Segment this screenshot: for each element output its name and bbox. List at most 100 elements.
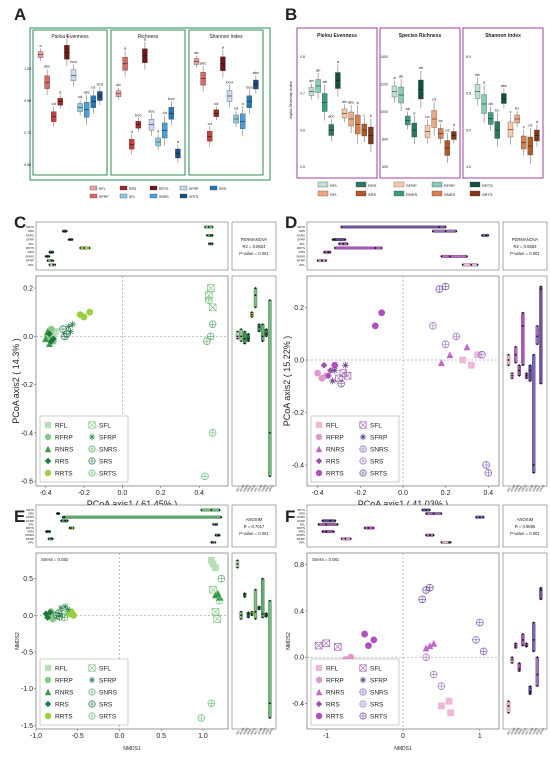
panel-A-frame: [29, 27, 271, 181]
top-marginal-dot: [428, 534, 431, 537]
top-marginal-label: RFRP: [26, 259, 34, 263]
panel-letter-D: D: [285, 213, 297, 232]
side-marginal-label: SRS: [264, 728, 270, 735]
panelA-letter: a: [39, 43, 42, 48]
point-ocross: [197, 714, 205, 722]
scatter-point: [422, 653, 430, 661]
side-marginal-label: SRS: [535, 728, 541, 735]
point-ocross: [201, 472, 209, 480]
panelB-legend-swatch: [393, 181, 405, 188]
point-diamond: [46, 330, 53, 338]
scatter-point: [359, 445, 367, 453]
panelA-subplot-title: Richness: [138, 34, 159, 40]
scatter-point: [314, 369, 322, 377]
top-marginal-dot: [209, 242, 212, 245]
scatter-point: [452, 332, 461, 341]
side-marginal-label: SNRS: [260, 727, 267, 736]
scatter-point: [86, 308, 94, 316]
panelB-letter: a: [393, 75, 396, 80]
scatter-point: [315, 445, 323, 453]
side-marginal-dot: [540, 586, 542, 589]
panelA-letter: ab: [194, 50, 199, 55]
top-marginal-label: RRS: [28, 530, 34, 534]
panelA-subplot-frame: [110, 29, 186, 176]
top-marginal-dot: [476, 263, 479, 266]
top-marginal-label: RRS: [299, 250, 305, 254]
panelA-letter: abc: [148, 108, 154, 113]
legend-label: SFRP: [370, 435, 387, 442]
side-marginal-box: [539, 286, 543, 384]
scatter-point: [315, 469, 323, 477]
side-marginal-dot: [522, 324, 524, 327]
side-marginal-dot: [536, 685, 539, 688]
scatter-point: [206, 332, 215, 341]
scatter-point: [67, 608, 75, 616]
legend-label: RFL: [55, 666, 68, 673]
y-axis-label: NMDS2: [15, 632, 21, 650]
side-marginal-box: [235, 331, 240, 339]
side-marginal-dot: [247, 337, 250, 340]
scatter-point: [42, 335, 49, 343]
panelA-ytick: 0.75: [24, 131, 31, 135]
x-tick-label: -0.4: [40, 490, 52, 497]
side-marginal-dot: [258, 323, 260, 326]
top-marginal-dot: [333, 247, 336, 249]
y-tick-label: -1.0: [21, 686, 33, 693]
panelB-letter: d: [413, 111, 415, 116]
stats-p: P-value = 0.001: [239, 531, 269, 536]
point-ocross: [359, 445, 367, 453]
side-marginal-dot: [525, 644, 528, 647]
side-marginal-box: [532, 622, 536, 652]
point-circle: [44, 433, 52, 441]
side-marginal-dot: [525, 377, 528, 380]
panel-letter-E: E: [14, 507, 25, 526]
top-marginal-label: RFL: [28, 263, 34, 267]
legend-label: RRTS: [326, 471, 344, 478]
top-marginal-label: SRS: [28, 512, 34, 516]
top-marginal-dot: [50, 537, 52, 540]
panelB-letter: abc: [328, 114, 334, 119]
scatter-point: [88, 421, 96, 429]
scatter-point: [65, 323, 73, 331]
legend-label: SNRS: [370, 447, 389, 454]
stats-r: R2 = 0.8624: [243, 244, 267, 249]
scatter-point: [359, 664, 367, 672]
panelA-letter: abc: [253, 70, 259, 75]
side-marginal-box: [257, 324, 261, 332]
top-marginal-dot: [70, 527, 72, 529]
panelA-legend-swatch: [149, 185, 158, 191]
scatter-point: [88, 712, 96, 720]
legend-label: SRS: [99, 702, 113, 709]
panelB-legend-label: SRS: [368, 192, 377, 197]
top-marginal-dot: [66, 519, 69, 522]
point-triangle: [44, 688, 52, 696]
point-diamond: [320, 361, 328, 369]
side-marginal-dot: [243, 342, 246, 345]
panelB-legend-label: SFL: [330, 192, 338, 197]
point-star: [69, 320, 76, 328]
top-marginal-dot: [212, 523, 214, 526]
top-marginal-dot: [217, 534, 219, 537]
point-ocross: [359, 469, 367, 477]
side-marginal-dot: [240, 335, 243, 338]
panelA-letter: a: [66, 33, 69, 38]
panelB-letter: ab: [322, 79, 327, 84]
side-marginal-dot: [240, 618, 243, 620]
panelA-legend-swatch: [179, 185, 188, 191]
side-marginal-dot: [251, 313, 253, 316]
panelB-letter: c: [523, 124, 525, 129]
point-triangle: [426, 642, 434, 650]
panelB-letter: c: [510, 109, 512, 114]
point-square-x: [88, 664, 96, 672]
top-marginal-dot: [487, 234, 490, 237]
scatter-point: [209, 560, 217, 568]
top-marginal-dot: [210, 509, 213, 511]
point-x: [207, 284, 215, 292]
side-marginal-box: [528, 686, 532, 695]
point-ocross: [359, 457, 367, 465]
scatter-point: [209, 585, 217, 594]
panel-letter-F: F: [285, 507, 295, 526]
panelB-letter: ab: [475, 72, 480, 77]
top-marginal-dot: [380, 247, 383, 249]
side-marginal-dot: [247, 616, 250, 619]
